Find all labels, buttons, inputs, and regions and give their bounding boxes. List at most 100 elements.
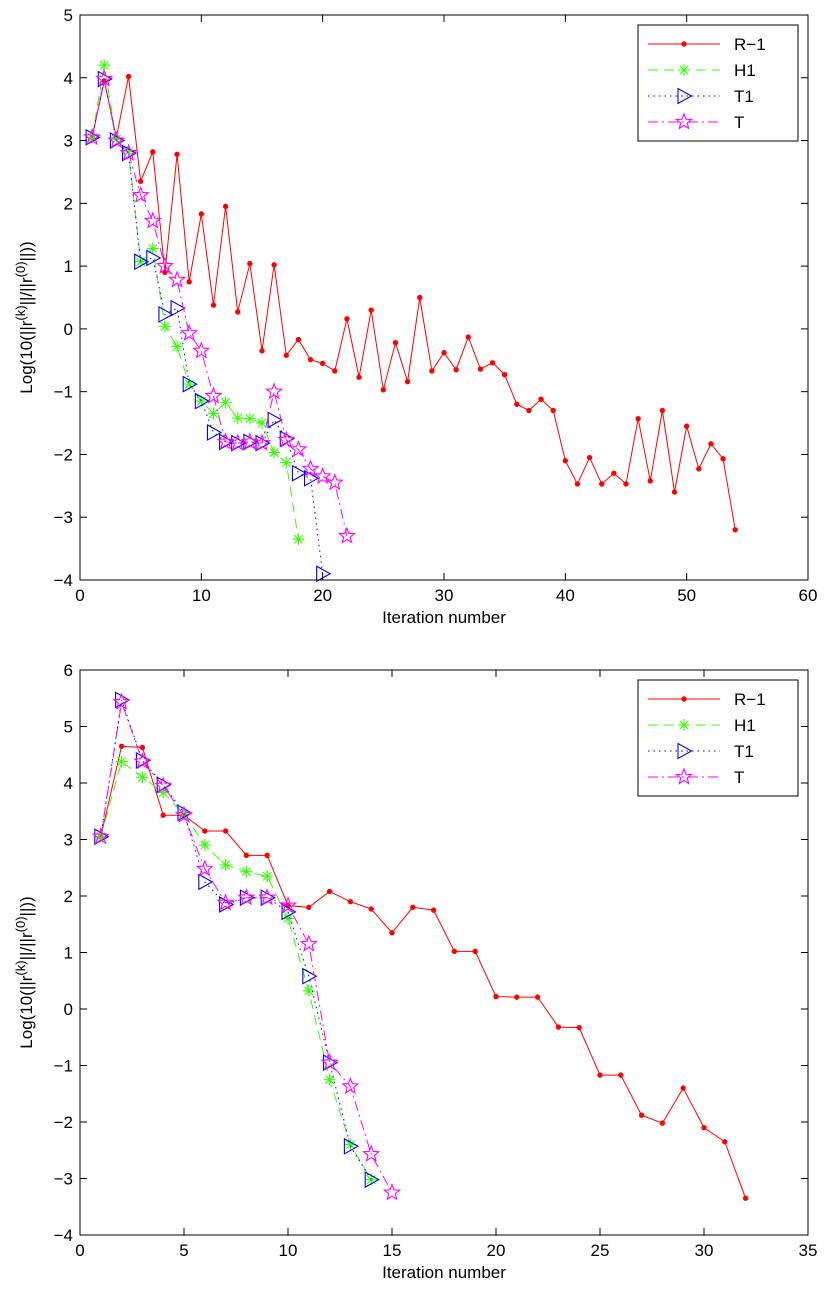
chart-1-series-h1-point xyxy=(115,755,128,768)
chart-0-series-r-1-point xyxy=(526,407,532,414)
chart-1-series-t1-point xyxy=(302,967,318,985)
chart-1-x-tick-label: 5 xyxy=(179,1241,188,1260)
chart-0-series-r-1-point xyxy=(186,279,192,285)
chart-1-x-tick-label: 15 xyxy=(383,1241,402,1260)
chart-1-series-r-1-point xyxy=(222,828,229,834)
chart-0-series-t1-point xyxy=(291,464,308,482)
chart-1-series-h1-point xyxy=(344,1138,357,1151)
chart-0-series-r-1-point xyxy=(259,348,265,354)
chart-0-series-r-1-point xyxy=(465,334,471,340)
chart-0-series-r-1-point xyxy=(125,73,132,80)
chart-0-series-t-point xyxy=(155,256,175,274)
chart-1-y-tick-label: −3 xyxy=(54,1170,73,1189)
chart-0-series-t-point xyxy=(204,386,223,404)
chart-1-series-r-1-point xyxy=(451,948,458,955)
chart-0-x-tick-label: 0 xyxy=(75,586,84,605)
chart-bottom: 0 5 10 15 20 25 30 35 −4 −3 −2 −1 0 1 2 3 4 5 6 Iteration n… xyxy=(0,655,824,1305)
chart-1-y-axis-label: Log(10(||r(k)||/||r(0)||)) xyxy=(13,896,37,1048)
chart-0-series-t1-point xyxy=(182,375,198,393)
chart-0-series-r-1-point xyxy=(162,269,168,276)
chart-0-series-r-1 xyxy=(89,73,738,533)
chart-1-series-r-1-point xyxy=(389,930,395,936)
chart-0-x-tick-label: 50 xyxy=(677,586,696,605)
chart-0-series-t-point xyxy=(107,131,126,149)
chart-1-series-r-1-point xyxy=(742,1195,749,1201)
chart-1-legend-marker-h1 xyxy=(678,719,690,731)
chart-0-series-h1-point xyxy=(231,412,244,425)
chart-1-legend: R−1 H1 T1 T xyxy=(637,679,799,797)
chart-1-legend-marker-t xyxy=(674,767,694,785)
chart-1-series-t1-point xyxy=(198,873,214,891)
chart-1-series-r-1-line xyxy=(100,745,747,1199)
chart-0-x-tick-label: 60 xyxy=(799,586,818,605)
chart-0-series-r-1-line xyxy=(91,76,736,530)
chart-0-series-t-point xyxy=(95,69,114,87)
chart-1-series-t-line xyxy=(100,702,393,1193)
chart-1-y-tick-label: 5 xyxy=(64,718,73,737)
chart-1-series-r-1-point xyxy=(264,852,270,859)
chart-1-series-r-1-point xyxy=(472,948,478,955)
chart-1-y-tick-label: 6 xyxy=(64,661,73,680)
chart-0-series-t-point xyxy=(83,127,102,146)
chart-1-series-r-1-point xyxy=(722,1139,728,1145)
chart-0-series-r-1-point xyxy=(550,407,556,414)
chart-1-series-t-point xyxy=(133,751,152,770)
chart-0-y-tick-label: 4 xyxy=(64,69,73,88)
chart-0-series-t-point xyxy=(119,143,138,161)
chart-1-series-h1-point xyxy=(136,771,149,784)
chart-1-x-tick-label: 10 xyxy=(279,1241,298,1260)
chart-0-series-h1-point xyxy=(292,533,305,546)
chart-1-series-t-point xyxy=(278,896,298,914)
chart-0-series-r-1-point xyxy=(477,366,484,372)
chart-1-series-t-point xyxy=(320,1053,339,1071)
chart-1-series-r-1-point xyxy=(368,906,374,912)
chart-1-series-h1-point xyxy=(219,858,232,871)
chart-0-series-h1-point xyxy=(146,242,159,255)
chart-0-series-r-1-point xyxy=(319,360,326,367)
chart-0-legend-marker-t1 xyxy=(677,87,693,105)
chart-0-y-tick-label: −2 xyxy=(54,445,73,464)
chart-0-series-t-point xyxy=(313,466,332,485)
chart-0-series-t-line xyxy=(91,78,348,537)
chart-1-series-r-1-point xyxy=(534,994,541,1000)
chart-0-y-tick-label: 2 xyxy=(64,194,73,213)
chart-0-series-r-1-point xyxy=(599,481,605,487)
chart-0-series-r-1-point xyxy=(247,260,253,267)
chart-0-series-r-1-point xyxy=(235,309,241,315)
chart-0-series-t-point xyxy=(289,439,308,458)
chart-1-series-t-point xyxy=(216,893,235,911)
chart-0-legend: R−1 H1 T1 T xyxy=(637,24,799,142)
chart-0-series-r-1-point xyxy=(683,423,690,429)
chart-0-series-h1-point xyxy=(280,456,293,469)
chart-0-legend-label-h1: H1 xyxy=(734,61,756,80)
chart-0-series-r-1-point xyxy=(514,401,520,407)
chart-0-series-t-point xyxy=(192,341,211,359)
chart-0-series-r-1-point xyxy=(392,340,399,346)
chart-0-series-r-1-point xyxy=(671,489,678,495)
chart-0-y-axis-label: Log(10(||r(k)||/||r(0)||)) xyxy=(13,241,37,393)
chart-0-series-t1-point xyxy=(316,565,332,583)
chart-1-series-t-point xyxy=(91,827,110,845)
chart-0-series-t1-point xyxy=(303,469,320,487)
chart-0-series-r-1-point xyxy=(332,368,338,374)
chart-0-series-r-1-point xyxy=(586,454,593,461)
chart-1-series-t-point xyxy=(174,805,194,823)
chart-0-series-r-1-point xyxy=(647,478,653,484)
chart-0-series-h1-point xyxy=(195,395,208,408)
chart-0-y-tick-label: −3 xyxy=(54,508,73,527)
chart-0-series-h1-point xyxy=(256,417,268,430)
chart-1-series-t-point xyxy=(382,1183,402,1201)
chart-0-y-tick-label: −1 xyxy=(54,383,73,402)
chart-bottom-svg: 0 5 10 15 20 25 30 35 −4 −3 −2 −1 0 1 2 3 4 5 6 Iteration n… xyxy=(13,661,818,1282)
chart-1-x-tick-label: 35 xyxy=(799,1241,818,1260)
chart-1-legend-label-h1: H1 xyxy=(734,716,756,735)
chart-1-series-r-1-point xyxy=(576,1024,582,1031)
chart-0-series-r-1-point xyxy=(623,481,629,487)
chart-1-y-tick-label: 2 xyxy=(64,887,73,906)
chart-0-series-r-1-point xyxy=(271,262,277,268)
chart-1-series-t-point xyxy=(299,934,318,952)
chart-1-series-r-1-point xyxy=(555,1024,562,1030)
chart-0-series-r-1-point xyxy=(283,352,289,358)
chart-1-legend-marker-r-1 xyxy=(681,696,687,702)
chart-0-series-r-1-point xyxy=(501,372,508,378)
